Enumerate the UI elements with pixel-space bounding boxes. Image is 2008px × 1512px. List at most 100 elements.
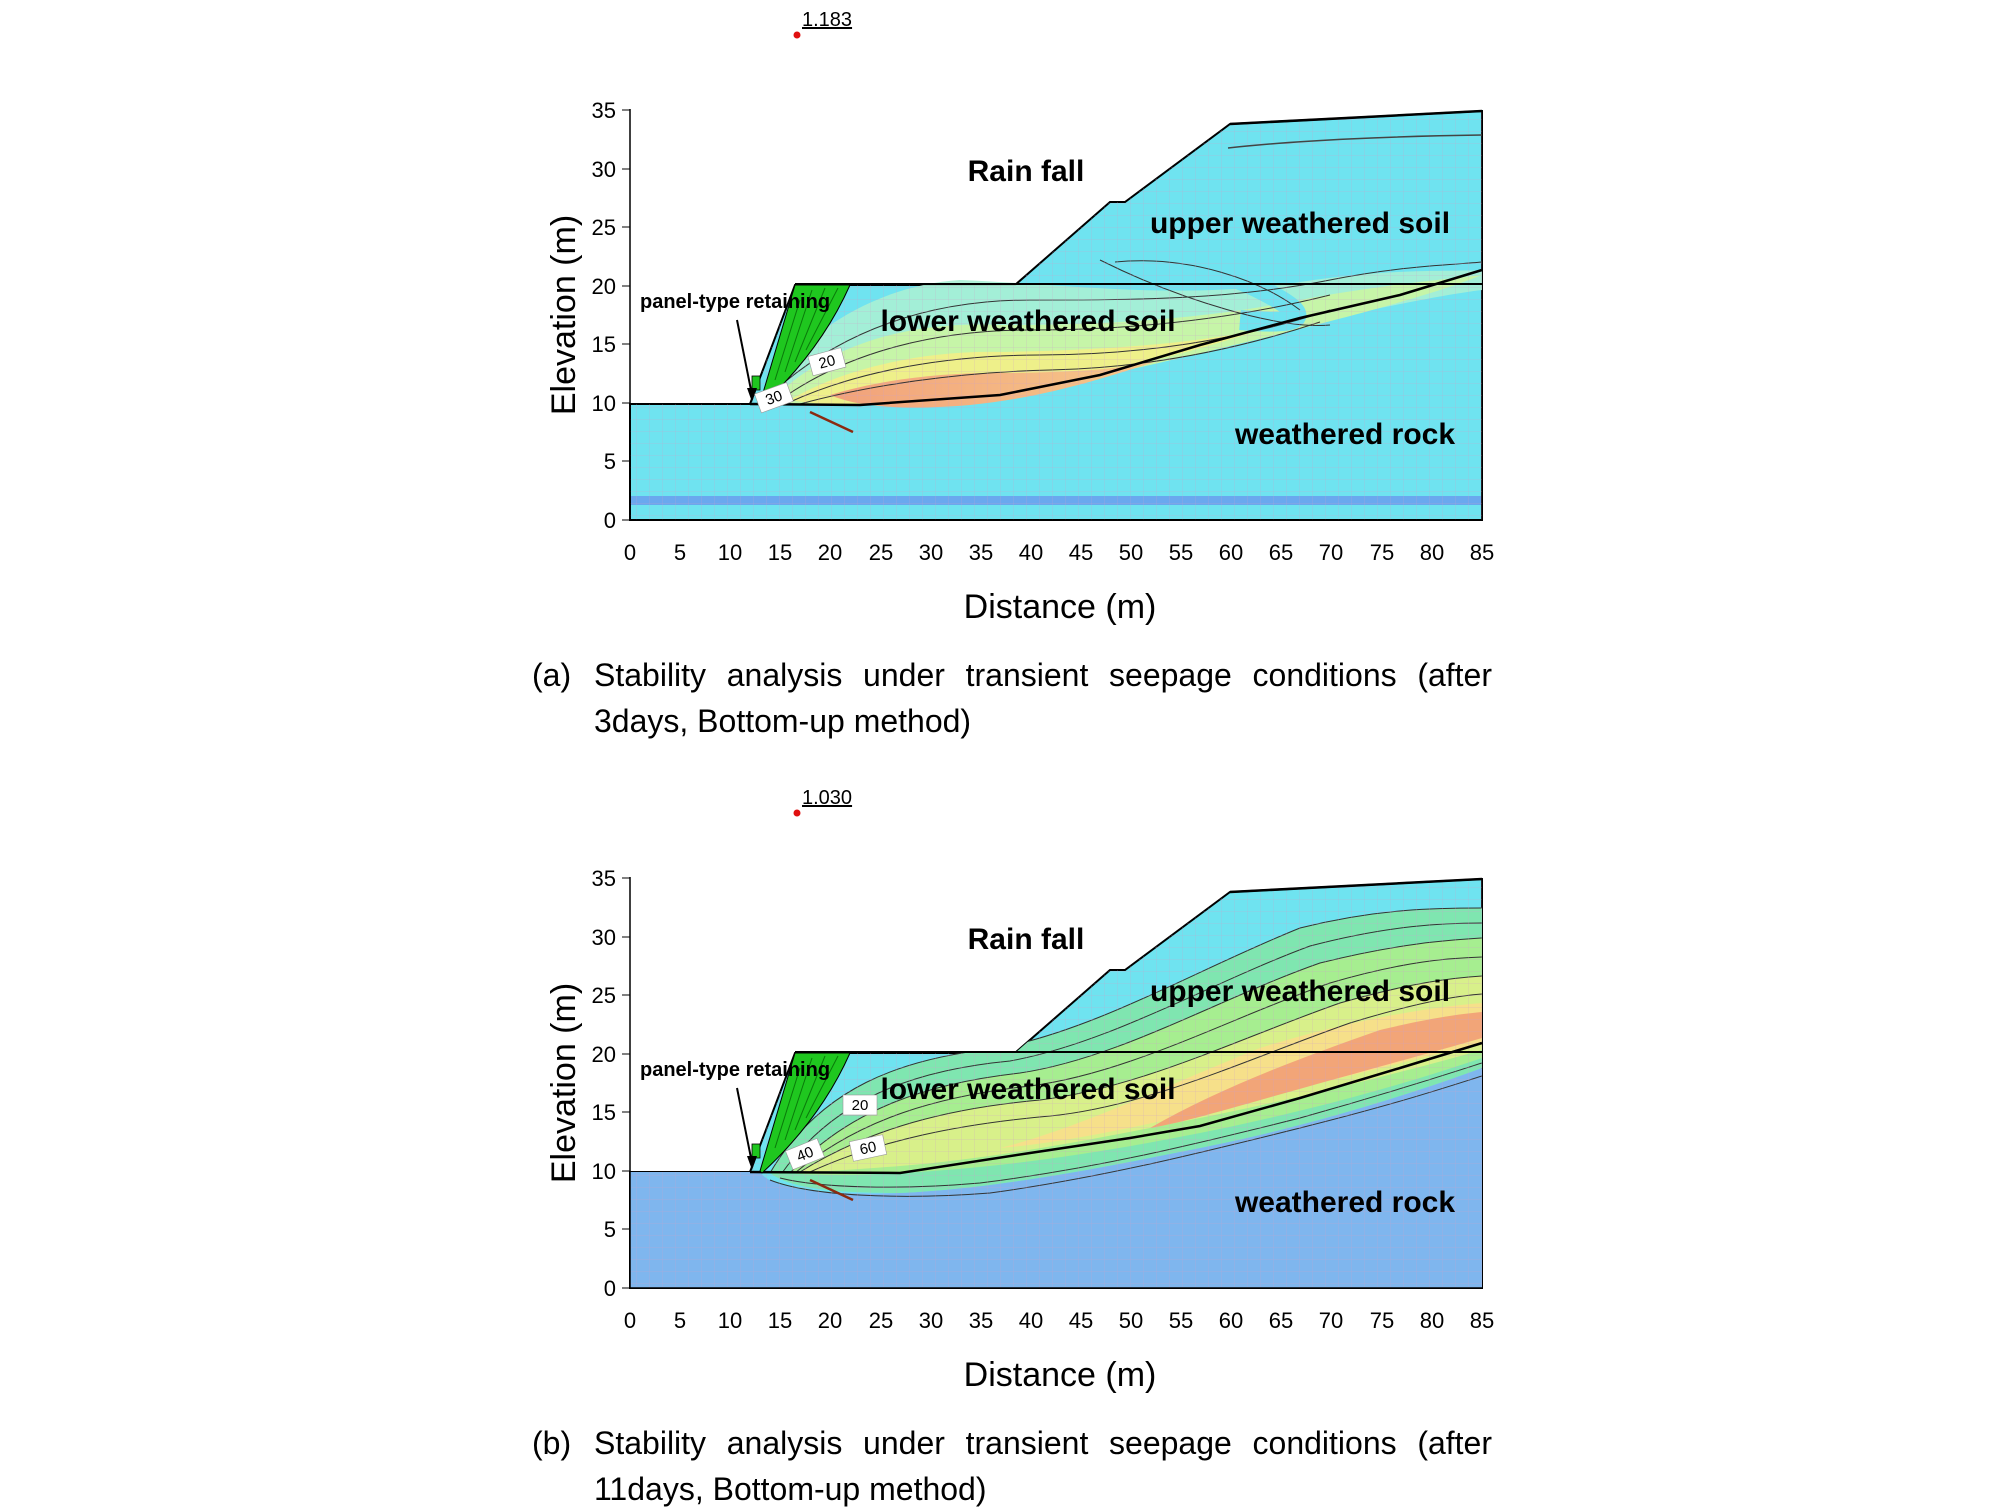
svg-text:20: 20: [817, 352, 838, 373]
anchor: [809, 1178, 854, 1202]
x-tick: 40: [1019, 1308, 1043, 1333]
x-tick: 0: [624, 1308, 636, 1333]
x-tick: 70: [1319, 1308, 1343, 1333]
x-tick: 5: [674, 1308, 686, 1333]
x-tick: 0: [624, 540, 636, 565]
x-tick: 30: [919, 1308, 943, 1333]
svg-text:40: 40: [794, 1143, 816, 1165]
rock-label: weathered rock: [1234, 418, 1455, 451]
x-tick: 50: [1119, 1308, 1143, 1333]
upper-soil-label: upper weathered soil: [1150, 207, 1450, 240]
rock-label: weathered rock: [1234, 1186, 1455, 1219]
x-tick: 55: [1169, 1308, 1193, 1333]
x-tick: 65: [1269, 540, 1293, 565]
x-tick: 45: [1069, 540, 1093, 565]
rain-label: Rain fall: [968, 155, 1085, 188]
y-ticks: 0 5 10 15 20 25 30 35: [592, 98, 630, 533]
x-tick: 10: [718, 540, 742, 565]
y-ticks: 0 5 10 15 20 25 30 35: [592, 866, 630, 1301]
x-tick: 50: [1119, 540, 1143, 565]
figure-caption-a: (a) Stability analysis under transient s…: [532, 652, 1492, 744]
contour-label-60: 60: [848, 1134, 888, 1162]
factor-of-safety: 1.183: [802, 9, 852, 31]
wall-hatch: [774, 1055, 839, 1149]
factor-of-safety: 1.030: [802, 787, 852, 809]
x-tick: 55: [1169, 540, 1193, 565]
figure-panel-b: 1.030: [0, 768, 2008, 1508]
x-tick: 40: [1019, 540, 1043, 565]
rock-boundary: [749, 268, 1483, 407]
x-tick: 85: [1470, 540, 1494, 565]
retaining-pointer: [736, 1087, 753, 1164]
x-tick: 25: [869, 1308, 893, 1333]
lower-soil-label: lower weathered soil: [880, 1073, 1175, 1106]
y-tick-10: 10: [592, 391, 616, 416]
retaining-label: panel-type retaining: [640, 291, 830, 313]
caption-text: Stability analysis under transient seepa…: [594, 657, 1492, 739]
x-tick: 60: [1219, 540, 1243, 565]
x-tick: 75: [1370, 1308, 1394, 1333]
caption-tag: (a): [532, 657, 572, 693]
x-tick: 65: [1269, 1308, 1293, 1333]
y-tick-20: 20: [592, 1042, 616, 1067]
y-tick-15: 15: [592, 1100, 616, 1125]
contour-label-20: 20: [807, 347, 847, 377]
slip-center-dot: [793, 31, 801, 39]
x-tick: 30: [919, 540, 943, 565]
x-tick: 35: [969, 1308, 993, 1333]
x-axis-label: Distance (m): [964, 1356, 1157, 1394]
x-tick: 75: [1370, 540, 1394, 565]
x-ticks: 0 5 10 15 20 25 30 35 40 45 50 55 60 65 …: [624, 1308, 1494, 1333]
x-tick: 25: [869, 540, 893, 565]
x-ticks: 0 5 10 15 20 25 30 35 40 45 50 55 60 65 …: [624, 540, 1494, 565]
slip-center-dot: [793, 809, 801, 817]
figure-panel-a: 1.183: [0, 0, 2008, 740]
anchor: [809, 410, 854, 434]
y-tick-10: 10: [592, 1159, 616, 1184]
x-tick: 20: [818, 1308, 842, 1333]
y-tick-25: 25: [592, 983, 616, 1008]
retaining-wall: [759, 1052, 851, 1174]
svg-text:20: 20: [852, 1097, 869, 1114]
contour-label-30: 30: [754, 382, 794, 414]
y-tick-0: 0: [604, 1276, 616, 1301]
x-tick: 85: [1470, 1308, 1494, 1333]
retaining-pointer: [736, 319, 753, 396]
wall-hatch: [774, 287, 839, 381]
rock-boundary: [749, 1041, 1483, 1175]
slope-diagram-b: 1.030: [545, 787, 1494, 1394]
contour-label-20: 20: [842, 1094, 878, 1116]
x-tick: 15: [768, 1308, 792, 1333]
lower-soil-label: lower weathered soil: [880, 305, 1175, 338]
y-axis-label: Elevation (m): [545, 215, 583, 415]
y-tick-30: 30: [592, 157, 616, 182]
y-tick-35: 35: [592, 866, 616, 891]
y-tick-35: 35: [592, 98, 616, 123]
retaining-label: panel-type retaining: [640, 1059, 830, 1081]
y-tick-0: 0: [604, 508, 616, 533]
x-tick: 15: [768, 540, 792, 565]
x-tick: 60: [1219, 1308, 1243, 1333]
x-tick: 80: [1420, 540, 1444, 565]
y-tick-5: 5: [604, 449, 616, 474]
y-tick-30: 30: [592, 925, 616, 950]
rain-label: Rain fall: [968, 923, 1085, 956]
x-tick: 70: [1319, 540, 1343, 565]
figure-caption-b: (b) Stability analysis under transient s…: [532, 1420, 1492, 1512]
caption-tag: (b): [532, 1425, 572, 1461]
x-axis-label: Distance (m): [964, 588, 1157, 626]
x-tick: 5: [674, 540, 686, 565]
svg-text:60: 60: [858, 1138, 878, 1158]
caption-text: Stability analysis under transient seepa…: [594, 1425, 1492, 1507]
y-tick-20: 20: [592, 274, 616, 299]
contour-label-40: 40: [785, 1137, 825, 1171]
y-tick-15: 15: [592, 332, 616, 357]
x-tick: 35: [969, 540, 993, 565]
x-tick: 10: [718, 1308, 742, 1333]
svg-text:30: 30: [763, 387, 784, 409]
x-tick: 20: [818, 540, 842, 565]
upper-soil-label: upper weathered soil: [1150, 975, 1450, 1008]
y-axis-label: Elevation (m): [545, 983, 583, 1183]
fe-mesh: [630, 879, 1482, 1288]
fe-mesh: [630, 111, 1482, 520]
